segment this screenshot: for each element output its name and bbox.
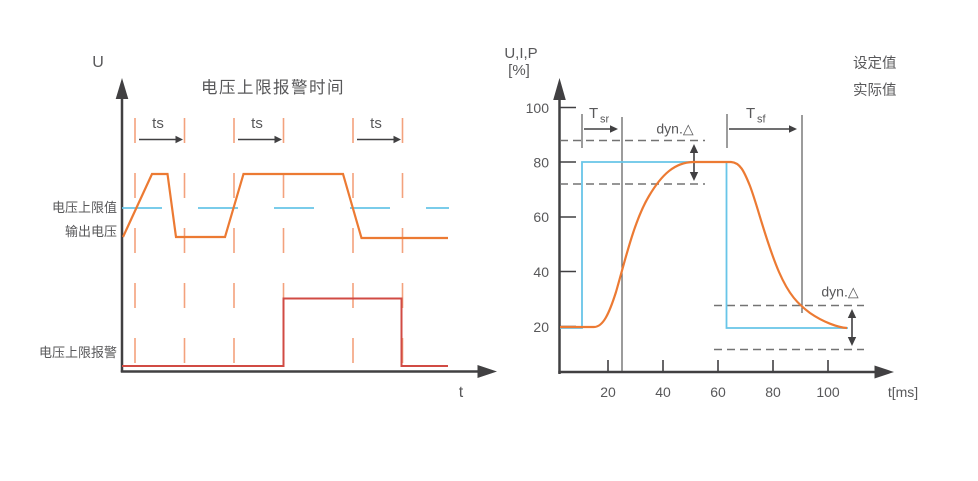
right-y-tick-label-80: 80 [533, 155, 549, 171]
left-ts-label-3: ts [370, 115, 382, 132]
right-y-tick-label-20: 20 [533, 319, 549, 335]
left-ts-arrowhead-1-icon [175, 135, 183, 144]
left-output-voltage-curve [122, 172, 448, 240]
right-y-unit: [%] [508, 62, 530, 79]
left-ts-arrowhead-3-icon [393, 135, 401, 144]
right-y-tick-label-40: 40 [533, 264, 549, 280]
left-alarm-label: 电压上限报警 [39, 345, 117, 360]
dyn2-arrowhead-up-icon [847, 309, 857, 318]
left-y-axis-arrow-icon [115, 78, 129, 99]
left-y-axis-label: U [92, 54, 104, 71]
left-output-voltage-label: 输出电压 [65, 224, 117, 239]
right-y-title: U,I,P [504, 45, 537, 62]
left-ts-label-2: ts [251, 115, 263, 132]
legend-actual-value: 实际值 [853, 82, 897, 99]
right-x-axis-arrow-icon [874, 365, 894, 379]
tsr-label-sub: sr [600, 114, 610, 126]
dyn-label-lower: dyn.△ [821, 284, 858, 300]
legend-set-value: 设定值 [853, 55, 897, 72]
right-y-axis-arrow-icon [553, 78, 566, 100]
right-x-tick-label-60: 60 [710, 384, 726, 400]
tsr-arrowhead-icon [610, 125, 618, 133]
right-actual-value-curve [560, 160, 848, 330]
left-x-axis-label: t [459, 384, 464, 401]
left-upper-limit-label: 电压上限值 [52, 200, 117, 215]
draw-layer [115, 78, 894, 379]
tsr-label: T [589, 105, 598, 122]
right-x-unit-label: t[ms] [888, 384, 918, 400]
tsf-label-sub: sf [757, 114, 767, 126]
right-x-tick-label-100: 100 [816, 384, 840, 400]
dyn-label-upper: dyn.△ [656, 121, 693, 137]
left-ts-label-1: ts [152, 115, 164, 132]
left-chart-title: 电压上限报警时间 [201, 78, 345, 97]
left-ts-arrowhead-2-icon [274, 135, 282, 144]
right-set-value-curve [560, 161, 848, 329]
dyn1-arrowhead-down-icon [689, 172, 699, 181]
right-y-tick-label-100: 100 [526, 100, 550, 116]
dyn1-arrowhead-up-icon [689, 144, 699, 153]
left-x-axis-arrow-icon [477, 365, 497, 378]
right-x-tick-label-40: 40 [655, 384, 671, 400]
tsf-arrowhead-icon [789, 125, 797, 133]
right-x-tick-label-20: 20 [600, 384, 616, 400]
left-alarm-signal-curve [122, 297, 448, 367]
right-y-tick-label-60: 60 [533, 209, 549, 225]
dyn2-arrowhead-down-icon [847, 337, 857, 346]
right-x-tick-label-80: 80 [765, 384, 781, 400]
tsf-label: T [746, 105, 755, 122]
